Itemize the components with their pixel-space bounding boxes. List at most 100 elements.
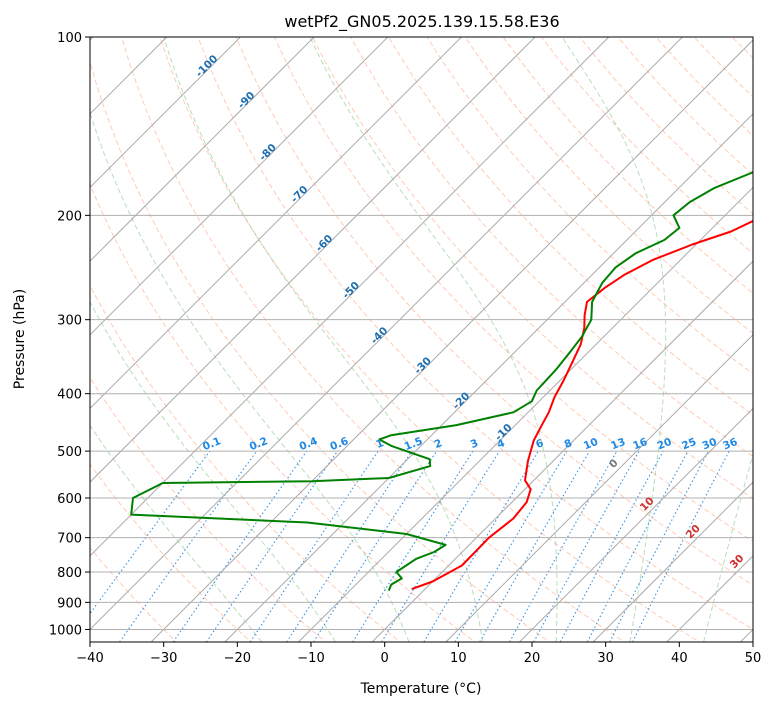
isotherm-line — [371, 260, 753, 642]
isotherm-line — [666, 555, 753, 642]
mixing-ratio-label: 2 — [433, 437, 444, 451]
isotherm-line — [445, 334, 753, 642]
y-tick-label: 500 — [57, 445, 82, 460]
mixing-ratio-label: 0.4 — [298, 435, 320, 453]
mixing-ratio-label: 3 — [469, 437, 480, 451]
dry-adiabat-line — [350, 37, 753, 458]
mixing-ratio-line — [249, 450, 379, 642]
y-tick-label: 600 — [57, 492, 82, 507]
y-tick-label: 1000 — [49, 623, 82, 638]
y-tick-label: 100 — [57, 31, 82, 46]
dry-adiabat-line — [90, 463, 252, 642]
isotherm-line — [739, 628, 753, 642]
dry-adiabat-line — [90, 60, 551, 642]
y-tick-label: 300 — [57, 314, 82, 329]
isotherm-label: -80 — [257, 142, 279, 164]
dry-adiabat-line — [617, 37, 753, 176]
mixing-ratio-line — [533, 450, 640, 642]
mixing-ratio-line — [119, 450, 258, 642]
dry-adiabat-line — [235, 37, 753, 586]
isotherm-line — [90, 37, 242, 189]
chart-title: wetPf2_GN05.2025.139.15.58.E36 — [284, 12, 559, 32]
mixing-ratio-label: 1.5 — [403, 435, 425, 453]
dry-adiabat-line — [273, 37, 753, 543]
y-tick-label: 200 — [57, 209, 82, 224]
adiabat-label: 30 — [728, 552, 747, 571]
dry-adiabat-line — [90, 182, 476, 642]
x-axis-title: Temperature (°C) — [360, 681, 482, 697]
dry-adiabat-line — [90, 376, 327, 642]
isotherm-label: -100 — [193, 53, 220, 80]
mixing-ratio-line — [586, 450, 689, 642]
mixing-ratio-line — [632, 450, 730, 642]
mixing-ratio-line — [286, 450, 413, 642]
plot-frame — [89, 36, 754, 643]
isotherm-line — [150, 39, 753, 642]
isotherm-line — [90, 37, 684, 631]
mixing-ratio-label: 13 — [609, 436, 627, 453]
x-tick-label: 0 — [381, 651, 389, 666]
x-tick-label: 40 — [671, 651, 688, 666]
series-lines — [130, 170, 753, 591]
isotherm-line — [90, 37, 389, 336]
x-tick-label: −40 — [76, 651, 103, 666]
dry-adiabat-line — [464, 37, 753, 334]
x-tick-label: 10 — [450, 651, 467, 666]
mixing-ratio-line — [454, 450, 568, 642]
mixing-ratio-label: 0.1 — [201, 435, 223, 453]
isotherm-label: -40 — [368, 325, 390, 347]
mixing-ratio-label: 20 — [655, 436, 673, 453]
isotherm-label: -70 — [289, 184, 311, 206]
x-tick-label: 50 — [745, 651, 762, 666]
y-axis-title: Pressure (hPa) — [12, 289, 28, 389]
isotherm-line — [592, 481, 753, 642]
dry-adiabat-line — [197, 37, 753, 630]
isotherm-line — [90, 37, 610, 557]
mixing-ratio-label: 30 — [701, 436, 719, 453]
moist-adiabat-line — [90, 301, 336, 642]
isotherm-line — [90, 37, 463, 410]
isotherm-line — [90, 37, 536, 483]
dry-adiabat-line — [770, 37, 775, 644]
isotherm-line — [297, 186, 753, 642]
dry-adiabat-line — [502, 37, 753, 294]
isotherm-line — [224, 113, 753, 642]
isotherm-label: -30 — [412, 355, 434, 377]
temperature-line — [411, 219, 753, 591]
mixing-ratio-line — [352, 450, 474, 642]
x-tick-label: −10 — [297, 651, 324, 666]
moist-adiabat-line — [703, 452, 753, 642]
mixing-ratio-line — [559, 450, 664, 642]
moist-adiabat-line — [90, 111, 410, 642]
mixing-ratio-label: 36 — [721, 436, 739, 453]
mixing-ratio-label: 1 — [374, 437, 385, 451]
y-tick-label: 800 — [57, 566, 82, 581]
dry-adiabat-line — [693, 37, 753, 98]
mixing-ratio-label: 4 — [495, 437, 506, 451]
x-tick-label: −30 — [150, 651, 177, 666]
moist-adiabat-line — [561, 37, 667, 642]
moist-adiabat-line — [90, 424, 262, 642]
mixing-ratio-line — [90, 450, 211, 615]
mixing-ratio-line — [313, 450, 438, 642]
dry-adiabat-line — [426, 37, 753, 375]
background-lines — [90, 37, 775, 644]
y-tick-label: 900 — [57, 596, 82, 611]
mixing-ratio-line — [172, 450, 308, 642]
x-tick-label: 20 — [524, 651, 541, 666]
isotherm-line — [518, 407, 753, 642]
mixing-ratio-line — [509, 450, 618, 642]
x-tick-label: 30 — [597, 651, 614, 666]
adiabat-label: 20 — [684, 522, 703, 541]
isotherm-line — [90, 37, 315, 262]
mixing-ratio-label: 10 — [582, 436, 600, 453]
mixing-ratio-label: 8 — [563, 437, 574, 451]
dry-adiabat-line — [311, 37, 753, 500]
x-tick-label: −20 — [224, 651, 251, 666]
moist-adiabat-line — [309, 37, 558, 642]
axes: −40 −30 −20 −10 0 10 20 30 40 50 1000 900 800 700 600 5… — [49, 31, 761, 666]
isotherm-label: -50 — [340, 279, 362, 301]
dewpoint-line — [130, 170, 753, 591]
mixing-ratio-line — [205, 450, 338, 642]
